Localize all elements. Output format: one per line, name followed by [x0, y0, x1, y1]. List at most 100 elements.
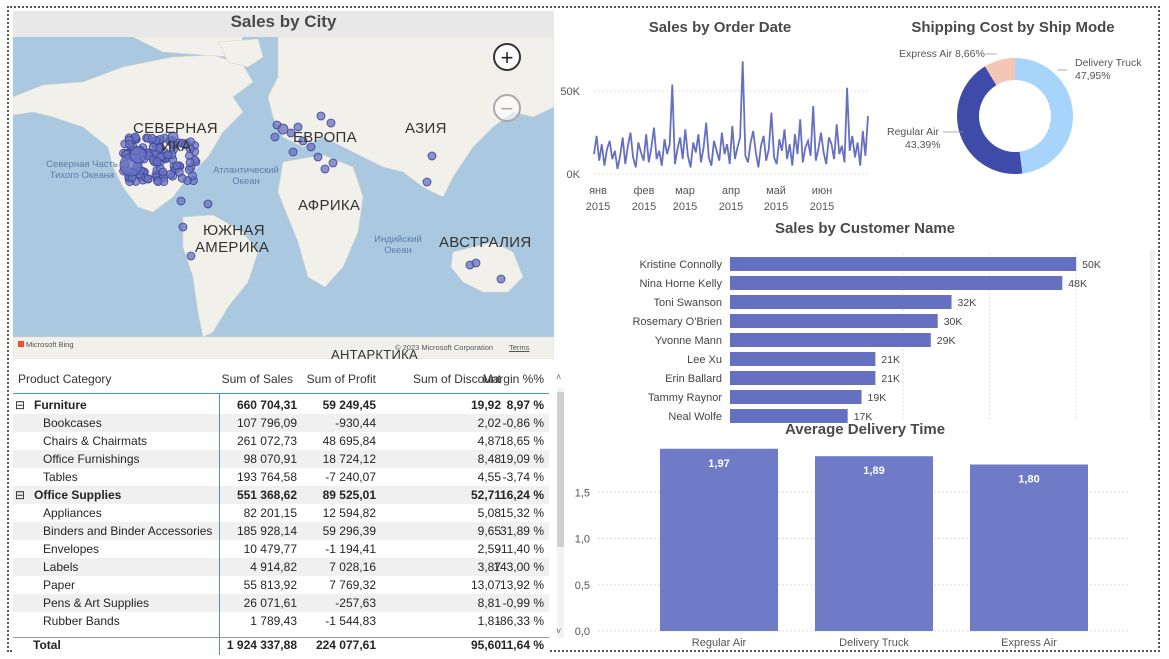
label-north-america: СЕВЕРНАЯ — [133, 120, 218, 137]
city-point[interactable] — [174, 167, 184, 177]
avg-delivery-chart[interactable]: 0,0 0,5 1,0 1,5 1,97 Regular Air 1,89 Delivery … — [570, 438, 1130, 653]
label-asia: АЗИЯ — [405, 120, 447, 137]
label-africa: АФРИКА — [298, 197, 361, 214]
city-point[interactable] — [320, 164, 330, 174]
donut-slice[interactable] — [1015, 58, 1073, 174]
city-point[interactable] — [270, 132, 280, 142]
table-row[interactable]: Appliances 82 201,15 12 594,82 5,08 15,32 % — [13, 504, 549, 522]
hbar-scrollbar[interactable] — [1150, 250, 1155, 420]
col-sales[interactable]: Sum of Sales — [221, 372, 293, 386]
city-point[interactable] — [316, 111, 326, 121]
table-row[interactable]: Rubber Bands 1 789,43 -1 544,83 1,81 -86,33 … — [13, 612, 549, 630]
row-category: Appliances — [43, 506, 102, 520]
city-point[interactable] — [422, 177, 432, 187]
table-row[interactable]: Paper 55 813,92 7 769,32 13,07 13,92 % — [13, 576, 549, 594]
sales-by-customer-chart[interactable]: Kristine Connolly 50K Nina Horne Kelly 48K T… — [570, 243, 1130, 423]
table-row[interactable]: Labels 4 914,82 7 028,16 3,87 143,00 % — [13, 558, 549, 576]
scroll-down-icon[interactable]: ˅ — [556, 626, 562, 636]
row-sales: 660 704,31 — [236, 398, 297, 412]
table-total-divider — [13, 637, 549, 638]
donut-chart-title: Shipping Cost by Ship Mode — [911, 19, 1115, 36]
label-indian: Индийский Океан — [374, 234, 422, 256]
table-group-row[interactable]: ⊟ Office Supplies 551 368,62 89 525,01 52,71… — [13, 486, 549, 504]
city-point[interactable] — [293, 122, 303, 132]
delivery-bar[interactable] — [815, 456, 933, 631]
city-point[interactable] — [163, 150, 173, 160]
city-point[interactable] — [185, 158, 195, 167]
city-point[interactable] — [186, 137, 195, 147]
table-row[interactable]: Office Furnishings 98 070,91 18 724,12 8,48… — [13, 450, 549, 468]
delivery-bar[interactable] — [970, 464, 1088, 632]
customer-bar[interactable] — [730, 276, 1063, 290]
customer-bar[interactable] — [730, 333, 931, 347]
row-sales: 193 764,58 — [236, 470, 297, 484]
donut-slice[interactable] — [984, 58, 1015, 86]
city-point[interactable] — [147, 134, 157, 143]
customer-bar[interactable] — [730, 314, 938, 328]
row-discount: 52,71 — [470, 488, 501, 502]
col-margin[interactable]: Margin %% — [482, 372, 544, 386]
table-row[interactable]: Tables 193 764,58 -7 240,07 4,55 -3,74 % — [13, 468, 549, 486]
city-point[interactable] — [129, 146, 147, 164]
zoom-in-button[interactable]: + — [493, 43, 521, 71]
table-scroll-thumb[interactable] — [557, 392, 564, 547]
city-point[interactable] — [153, 177, 163, 186]
customer-bar[interactable] — [730, 352, 876, 366]
table-header-divider — [13, 393, 549, 394]
city-point[interactable] — [496, 274, 506, 284]
collapse-icon[interactable]: ⊟ — [15, 398, 26, 412]
table-row[interactable]: Bookcases 107 796,09 -930,44 2,02 -0,86 % — [13, 414, 549, 432]
col-category[interactable]: Product Category — [18, 372, 112, 386]
city-point[interactable] — [427, 151, 437, 161]
bing-logo: Microsoft Bing — [18, 340, 74, 349]
zoom-out-button[interactable]: − — [493, 94, 521, 122]
table-row[interactable]: Chairs & Chairmats 261 072,73 48 695,84 4,8… — [13, 432, 549, 450]
customer-bar[interactable] — [730, 409, 848, 423]
city-point[interactable] — [203, 199, 213, 209]
city-point[interactable] — [152, 157, 162, 167]
row-profit: 7 028,16 — [329, 560, 376, 574]
city-point[interactable] — [313, 152, 323, 162]
city-point[interactable] — [178, 222, 188, 232]
customer-bar[interactable] — [730, 390, 862, 404]
city-point[interactable] — [124, 139, 134, 149]
sales-by-date-chart[interactable]: 0K 50K янв 2015 фев 2015 мар 2015 апр 2015 май 2015… — [560, 38, 870, 218]
table-group-row[interactable]: ⊟ Furniture 660 704,31 59 249,45 19,92 8,97 % — [13, 396, 549, 414]
customer-label: Tammy Raynor — [648, 392, 722, 404]
delivery-bar[interactable] — [660, 448, 778, 631]
customer-label: Neal Wolfe — [668, 411, 722, 423]
customer-bar[interactable] — [730, 371, 876, 385]
x-tick-month: мар — [675, 185, 695, 197]
city-point[interactable] — [277, 123, 289, 135]
city-point[interactable] — [288, 147, 298, 157]
city-point[interactable] — [306, 142, 316, 152]
city-point[interactable] — [286, 128, 296, 138]
table-row[interactable]: Envelopes 10 479,77 -1 194,41 2,59 -11,40 % — [13, 540, 549, 558]
col-profit[interactable]: Sum of Profit — [306, 372, 376, 386]
city-point[interactable] — [326, 118, 336, 128]
customer-bar[interactable] — [730, 257, 1077, 271]
customer-bar[interactable] — [730, 295, 952, 309]
scroll-up-icon[interactable]: ˄ — [556, 372, 562, 382]
city-point[interactable] — [471, 258, 481, 268]
city-point[interactable] — [148, 142, 158, 152]
collapse-icon[interactable]: ⊟ — [15, 488, 26, 502]
city-point[interactable] — [298, 136, 308, 146]
y-tick-label: 0K — [567, 169, 581, 181]
city-point[interactable] — [158, 167, 168, 177]
table-row[interactable]: Pens & Art Supplies 26 071,61 -257,63 8,81-… — [13, 594, 549, 612]
city-point[interactable] — [176, 196, 186, 206]
city-point[interactable] — [143, 174, 153, 184]
col-discount[interactable]: Sum of Discount — [412, 372, 501, 386]
donut-slice[interactable] — [957, 66, 1023, 174]
city-point[interactable] — [166, 169, 176, 179]
row-margin: 19,09 % — [499, 452, 544, 466]
city-point[interactable] — [186, 251, 196, 261]
table-row[interactable]: Binders and Binder Accessories 185 928,14… — [13, 522, 549, 540]
city-point[interactable] — [167, 131, 179, 143]
map-visual[interactable]: СЕВЕРНАЯ ИКА ЕВРОПА АЗИЯ АФРИКА ЮЖНАЯ АМ… — [13, 37, 554, 359]
label-australia: АВСТРАЛИЯ — [439, 234, 532, 251]
terms-link[interactable]: Terms — [509, 343, 530, 352]
city-point[interactable] — [328, 158, 338, 168]
